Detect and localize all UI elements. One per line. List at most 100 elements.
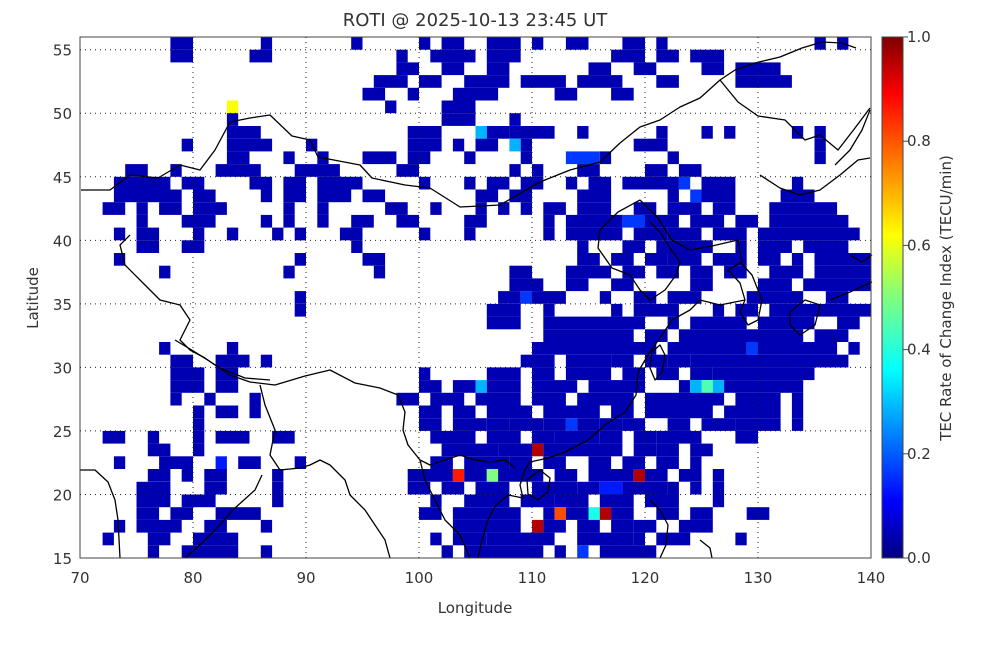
heatmap-cell [136,494,171,508]
heatmap-cell [622,37,645,50]
heatmap-cell [803,240,849,253]
heatmap-cell [735,214,758,228]
heatmap-cell [464,176,476,190]
heatmap-cell [724,265,747,279]
heatmap-cell [780,189,815,203]
japan-kyushu [789,299,821,336]
heatmap-cell [441,481,465,495]
y-tick-label: 35 [53,296,72,314]
heatmap-cell [351,214,374,228]
china-east-coast [477,199,746,559]
heatmap-cell [226,126,261,139]
heatmap-cell [272,494,284,508]
heatmap-cell [430,49,476,63]
heatmap-cell [532,443,544,457]
heatmap-cell [554,545,566,558]
heatmap-cell [102,430,126,444]
heatmap-cell [532,519,544,533]
heatmap-cell [215,456,227,469]
heatmap-cell [464,227,476,241]
heatmap-cell [588,380,645,393]
heatmap-cell [701,176,736,190]
heatmap-cell [633,62,657,76]
heatmap-cell [181,494,216,508]
heatmap-cell [283,189,306,203]
heatmap-cell [486,62,510,76]
heatmap-cell [102,202,126,215]
heatmap-cell [475,138,499,152]
heatmap-cell [272,469,284,482]
heatmap-cell [294,227,306,241]
heatmap-cell [441,37,465,50]
philippines-mindoro [699,539,713,559]
heatmap-cell [633,227,668,241]
heatmap-cell [611,253,634,266]
heatmap-cell [735,532,747,546]
heatmap-cell [407,481,431,495]
heatmap-cell [746,507,770,520]
heatmap-cell [667,253,702,266]
heatmap-cell [565,265,612,279]
heatmap-cell [814,138,826,152]
heatmap-cell [193,532,239,546]
heatmap-cell [656,507,679,520]
heatmap-cell [667,227,702,241]
heatmap-cell [520,75,566,88]
heatmap-cell [486,126,510,139]
heatmap-cell [362,189,386,203]
heatmap-cell [565,37,589,50]
heatmap-cell [543,456,566,469]
heatmap-cell [791,418,804,431]
heatmap-cell [362,151,397,165]
heatmap-cell [532,164,544,177]
india-west-coast [80,469,121,559]
heatmap-cell [396,62,419,76]
heatmap-cell [226,113,239,126]
heatmap-cell [407,138,442,152]
heatmap-cell [656,532,691,546]
heatmap-cell [611,354,634,368]
heatmap-cell [170,367,205,381]
heatmap-cell [509,418,544,431]
heatmap-cell [735,62,781,76]
heatmap-cell [599,151,612,165]
heatmap-cell [373,75,408,88]
heatmap-cell [701,126,713,139]
heatmap-cell [113,176,171,190]
heatmap-cell [464,151,476,165]
heatmap-cell [294,456,306,469]
heatmap-cell [622,418,645,431]
heatmap-cell [645,392,725,406]
heatmap-cell [565,151,600,165]
heatmap-cell [419,380,442,393]
heatmap-cell [430,392,465,406]
heatmap-cell [294,303,306,317]
heatmap-cell [464,214,487,228]
heatmap-cell [475,481,510,495]
heatmap-cell [667,342,747,355]
western-border [119,234,516,469]
northern-border [81,41,857,208]
heatmap-cell [147,469,171,482]
heatmap-cell [193,405,205,419]
heatmap-cell [464,494,510,508]
heatmap-cell [645,214,679,228]
heatmap-cell [193,418,205,431]
heatmap-cell [260,37,273,50]
heatmap-cell [791,176,804,190]
heatmap-cell [125,164,148,177]
heatmap-cell [622,214,645,228]
heatmap-cell [113,189,182,203]
heatmap-cell [419,227,431,241]
heatmap-cell [486,367,521,381]
colorbar: 0.0 0.2 0.4 0.6 0.8 1.0 TEC Rate of Change In… [881,28,955,567]
heatmap-cell [577,481,600,495]
heatmap-cell [565,227,623,241]
heatmap-cell [656,430,702,444]
heatmap-cell [622,367,645,381]
heatmap-cell [724,405,781,419]
heatmap-cell [452,532,487,546]
heatmap-cell [577,202,612,215]
heatmap-cell [577,126,589,139]
heatmap-cell [645,164,668,177]
